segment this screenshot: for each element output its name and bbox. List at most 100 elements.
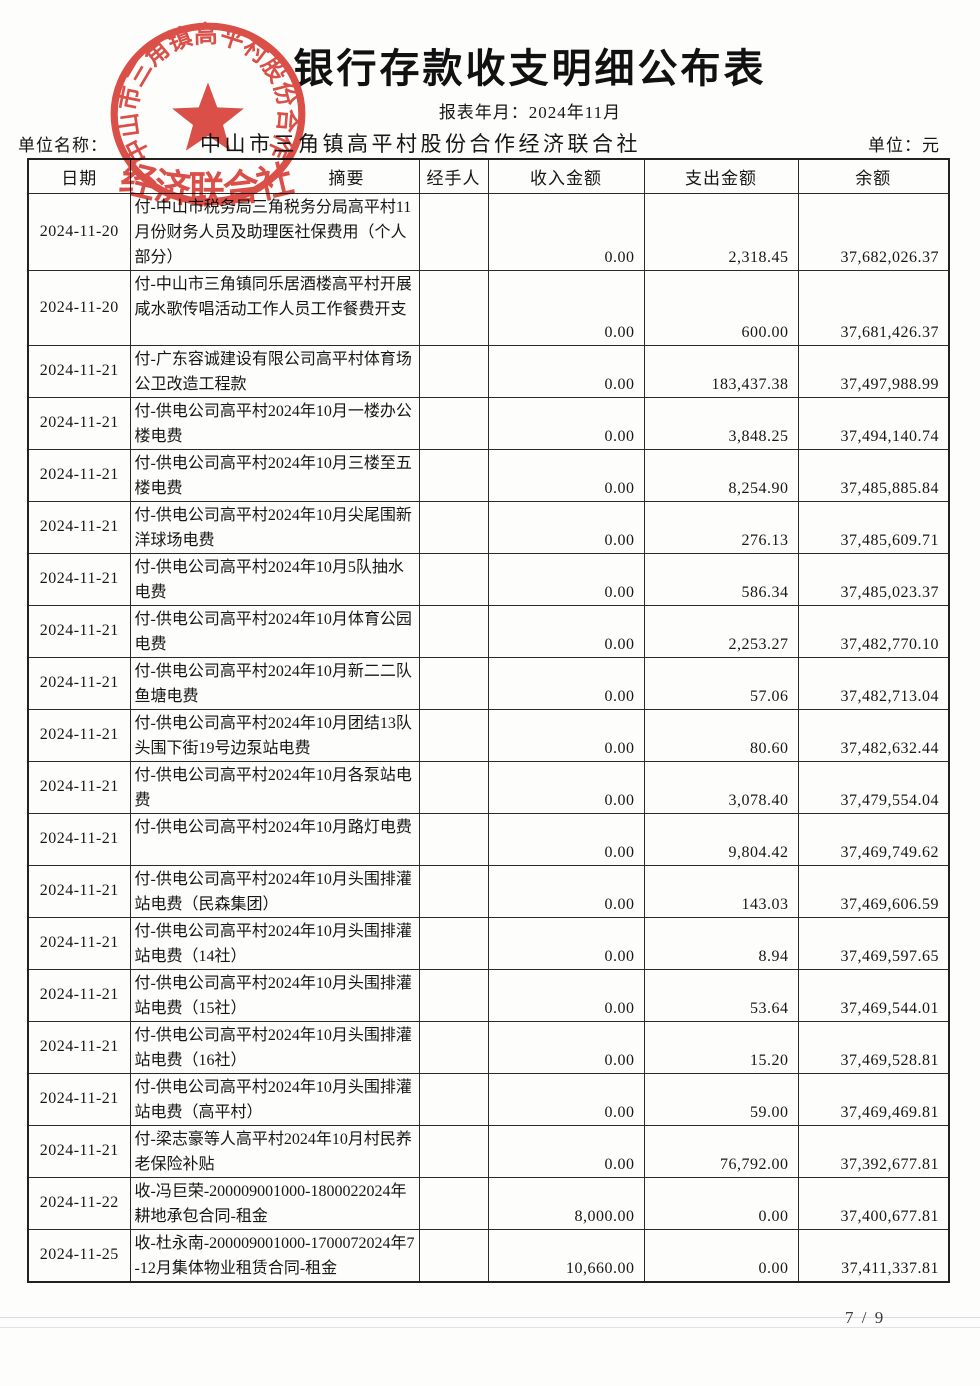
cell-handler — [418, 760, 489, 814]
cell-income: 0.00 — [487, 760, 645, 814]
report-period: 报表年月：2024年11月 — [438, 103, 622, 122]
cell-balance: 37,469,597.65 — [797, 916, 950, 970]
cell-expense: 0.00 — [643, 1228, 799, 1282]
table-row: 2024-11-21 付-供电公司高平村2024年10月尖尾围新洋球场电费 0.… — [27, 500, 950, 554]
cell-summary: 付-供电公司高平村2024年10月一楼办公楼电费 — [129, 396, 420, 450]
ledger-table-container: 日期 摘要 经手人 收入金额 支出金额 余额 2024-11-20 付-中山市税… — [27, 158, 950, 1283]
cell-handler — [418, 812, 489, 866]
cell-summary: 收-冯巨荣-200009001000-1800022024年耕地承包合同-租金 — [129, 1176, 420, 1230]
cell-date: 2024-11-21 — [27, 916, 131, 970]
table-row: 2024-11-22 收-冯巨荣-200009001000-1800022024… — [27, 1176, 950, 1230]
cell-date: 2024-11-21 — [27, 448, 131, 502]
cell-summary: 付-供电公司高平村2024年10月头围排灌站电费（15社） — [129, 968, 420, 1022]
cell-date: 2024-11-21 — [27, 968, 131, 1022]
cell-date: 2024-11-21 — [27, 344, 131, 398]
cell-handler — [418, 916, 489, 970]
cell-summary: 付-供电公司高平村2024年10月各泵站电费 — [129, 760, 420, 814]
cell-handler — [418, 864, 489, 918]
header-summary: 摘要 — [129, 158, 420, 194]
cell-handler — [418, 552, 489, 606]
cell-summary: 付-供电公司高平村2024年10月路灯电费 — [129, 812, 420, 866]
cell-summary: 收-杜永南-200009001000-1700072024年7-12月集体物业租… — [129, 1228, 420, 1282]
cell-expense: 2,318.45 — [643, 192, 799, 271]
cell-handler — [418, 604, 489, 658]
cell-handler — [418, 1072, 489, 1126]
footer-divider-2 — [0, 1327, 980, 1328]
cell-handler — [418, 1176, 489, 1230]
unit-name-value: 中山市三角镇高平村股份合作经济联合社 — [200, 132, 641, 156]
cell-date: 2024-11-21 — [27, 1072, 131, 1126]
table-row: 2024-11-21 付-供电公司高平村2024年10月新二二队鱼塘电费 0.0… — [27, 656, 950, 710]
cell-expense: 53.64 — [643, 968, 799, 1022]
currency-unit-label: 单位：元 — [868, 136, 940, 155]
cell-handler — [418, 968, 489, 1022]
cell-income: 0.00 — [487, 812, 645, 866]
cell-balance: 37,469,606.59 — [797, 864, 950, 918]
cell-date: 2024-11-21 — [27, 812, 131, 866]
cell-balance: 37,494,140.74 — [797, 396, 950, 450]
cell-date: 2024-11-22 — [27, 1176, 131, 1230]
cell-date: 2024-11-21 — [27, 552, 131, 606]
cell-date: 2024-11-21 — [27, 760, 131, 814]
cell-balance: 37,482,632.44 — [797, 708, 950, 762]
cell-balance: 37,485,023.37 — [797, 552, 950, 606]
cell-expense: 59.00 — [643, 1072, 799, 1126]
cell-expense: 143.03 — [643, 864, 799, 918]
cell-date: 2024-11-21 — [27, 864, 131, 918]
cell-handler — [418, 344, 489, 398]
cell-income: 0.00 — [487, 269, 645, 346]
cell-date: 2024-11-21 — [27, 396, 131, 450]
cell-balance: 37,485,885.84 — [797, 448, 950, 502]
cell-summary: 付-供电公司高平村2024年10月三楼至五楼电费 — [129, 448, 420, 502]
cell-balance: 37,497,988.99 — [797, 344, 950, 398]
unit-name-label: 单位名称： — [18, 136, 108, 155]
cell-summary: 付-供电公司高平村2024年10月头围排灌站电费（民森集团） — [129, 864, 420, 918]
cell-summary: 付-供电公司高平村2024年10月体育公园电费 — [129, 604, 420, 658]
cell-summary: 付-中山市三角镇同乐居酒楼高平村开展咸水歌传唱活动工作人员工作餐费开支 — [129, 269, 420, 346]
header-expense: 支出金额 — [643, 158, 799, 194]
cell-handler — [418, 396, 489, 450]
cell-summary: 付-供电公司高平村2024年10月头围排灌站电费（高平村） — [129, 1072, 420, 1126]
cell-income: 0.00 — [487, 448, 645, 502]
cell-income: 0.00 — [487, 864, 645, 918]
cell-expense: 15.20 — [643, 1020, 799, 1074]
table-row: 2024-11-21 付-供电公司高平村2024年10月一楼办公楼电费 0.00… — [27, 396, 950, 450]
cell-income: 0.00 — [487, 1072, 645, 1126]
cell-date: 2024-11-21 — [27, 604, 131, 658]
cell-handler — [418, 448, 489, 502]
table-row: 2024-11-21 付-供电公司高平村2024年10月5队抽水电费 0.00 … — [27, 552, 950, 606]
cell-summary: 付-供电公司高平村2024年10月尖尾围新洋球场电费 — [129, 500, 420, 554]
cell-date: 2024-11-25 — [27, 1228, 131, 1282]
cell-income: 0.00 — [487, 656, 645, 710]
cell-income: 0.00 — [487, 192, 645, 271]
cell-date: 2024-11-21 — [27, 1020, 131, 1074]
cell-balance: 37,392,677.81 — [797, 1124, 950, 1178]
table-body: 2024-11-20 付-中山市税务局三角税务分局高平村11月份财务人员及助理医… — [27, 192, 950, 1282]
cell-handler — [418, 708, 489, 762]
cell-handler — [418, 656, 489, 710]
cell-summary: 付-供电公司高平村2024年10月团结13队头围下街19号边泵站电费 — [129, 708, 420, 762]
cell-income: 0.00 — [487, 344, 645, 398]
cell-expense: 57.06 — [643, 656, 799, 710]
cell-summary: 付-供电公司高平村2024年10月头围排灌站电费（14社） — [129, 916, 420, 970]
cell-expense: 276.13 — [643, 500, 799, 554]
cell-income: 0.00 — [487, 500, 645, 554]
cell-income: 8,000.00 — [487, 1176, 645, 1230]
cell-balance: 37,682,026.37 — [797, 192, 950, 271]
cell-summary: 付-梁志豪等人高平村2024年10月村民养老保险补贴 — [129, 1124, 420, 1178]
cell-balance: 37,482,713.04 — [797, 656, 950, 710]
cell-balance: 37,400,677.81 — [797, 1176, 950, 1230]
footer-divider — [0, 1317, 980, 1318]
cell-date: 2024-11-21 — [27, 656, 131, 710]
table-row: 2024-11-21 付-供电公司高平村2024年10月体育公园电费 0.00 … — [27, 604, 950, 658]
table-row: 2024-11-20 付-中山市税务局三角税务分局高平村11月份财务人员及助理医… — [27, 192, 950, 271]
cell-summary: 付-供电公司高平村2024年10月5队抽水电费 — [129, 552, 420, 606]
cell-expense: 8,254.90 — [643, 448, 799, 502]
table-row: 2024-11-21 付-供电公司高平村2024年10月头围排灌站电费（高平村）… — [27, 1072, 950, 1126]
cell-expense: 9,804.42 — [643, 812, 799, 866]
cell-balance: 37,469,749.62 — [797, 812, 950, 866]
cell-balance: 37,469,469.81 — [797, 1072, 950, 1126]
page-number: 7 / 9 — [845, 1308, 886, 1327]
cell-balance: 37,411,337.81 — [797, 1228, 950, 1282]
